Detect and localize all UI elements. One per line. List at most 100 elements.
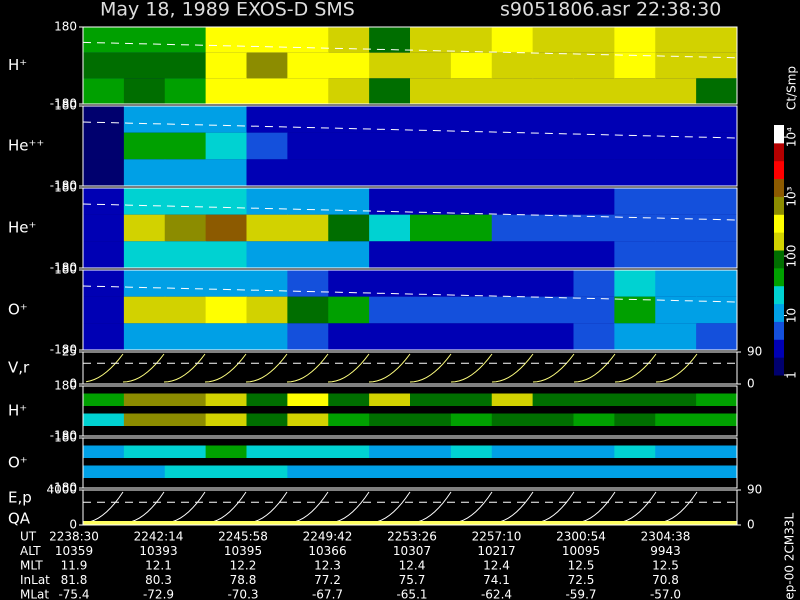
panel-background [83, 352, 737, 384]
colorbar-segment [774, 178, 784, 197]
y-tick-label: 180 [54, 431, 77, 445]
spectrogram-cell [532, 323, 574, 350]
spin-phase-trace [163, 353, 206, 383]
spectrogram-cell [83, 214, 125, 242]
spectrogram-cell [164, 270, 207, 297]
spectrogram-cell [614, 413, 656, 426]
spectrogram-cell [573, 159, 615, 186]
spectrogram-cell [205, 132, 247, 160]
spectrogram-cell [123, 159, 166, 186]
spectrogram-cell [205, 241, 247, 268]
spectrogram-cell [123, 27, 166, 53]
spectrogram-cell [410, 132, 452, 160]
spectrogram-cell [491, 78, 534, 104]
table-cell: 2249:42 [303, 530, 353, 544]
spin-phase-trace [245, 353, 288, 383]
table-cell: -67.7 [312, 588, 343, 600]
spectrogram-cell [573, 270, 615, 297]
panel-label: QA [8, 510, 31, 528]
spin-phase-trace [450, 353, 493, 383]
spectrogram-cell [246, 465, 288, 478]
spectrogram-cell [655, 241, 697, 268]
chart-subtitle: s9051806.asr 22:38:30 [500, 0, 721, 21]
spectrogram-cell [287, 132, 329, 160]
spectrogram-cell [123, 214, 166, 242]
spectrogram-cell [369, 159, 411, 186]
spectrogram-cell [614, 106, 656, 133]
panel-label: O⁺ [8, 301, 28, 319]
spectrogram-cell [614, 323, 656, 350]
spectrogram-cell [450, 270, 493, 297]
spectrogram-cell [246, 188, 288, 215]
spectrogram-cell [369, 132, 411, 160]
spectrogram-cell [246, 393, 288, 406]
spectrogram-cell [164, 27, 207, 53]
spectrogram-cell [410, 323, 452, 350]
spectrogram-cell [573, 296, 615, 324]
table-cell: -65.1 [396, 588, 427, 600]
table-cell: 10307 [393, 544, 431, 558]
spectrogram-cell [164, 465, 207, 478]
spectrogram-cell [655, 445, 697, 458]
table-cell: -70.3 [227, 588, 258, 600]
spectrogram-cell [205, 323, 247, 350]
spectrogram-cell [410, 270, 452, 297]
colorbar-tick-label: 1 [785, 371, 799, 379]
table-cell: 12.5 [568, 559, 595, 573]
spectrogram-cell [246, 214, 288, 242]
spectrogram-cell [532, 465, 574, 478]
spectrogram-cell [410, 78, 452, 104]
table-cell: 80.3 [145, 573, 172, 587]
spectrogram-cell [369, 323, 411, 350]
spectrogram-cell [655, 393, 697, 406]
spectrogram-cell [246, 78, 288, 104]
colorbar-segment [774, 196, 784, 215]
panel-label: He⁺⁺ [8, 137, 44, 155]
spectrogram-cell [83, 270, 125, 297]
spectrogram-cell [246, 445, 288, 458]
panel-frame [82, 489, 738, 526]
spectrogram-cell [287, 445, 329, 458]
spectrogram-cell [532, 413, 574, 426]
table-cell: 2300:54 [556, 530, 606, 544]
spectrogram-cell [369, 214, 411, 242]
spectrogram-cell [655, 465, 697, 478]
table-cell: 10095 [562, 544, 600, 558]
table-cell: 2304:38 [641, 530, 691, 544]
spectrogram-cell [696, 270, 738, 297]
spectrogram-cell [205, 465, 247, 478]
spectrogram-cell [83, 323, 125, 350]
spectrogram-cell [369, 106, 411, 133]
table-cell: 10366 [308, 544, 346, 558]
spin-phase-trace [122, 353, 165, 383]
spectrogram-cell [246, 296, 288, 324]
spectrogram-cell [287, 393, 329, 406]
y-tick-label: 0 [69, 518, 77, 532]
spectrogram-cell [287, 106, 329, 133]
spectrogram-cell [532, 241, 574, 268]
spectrogram-cell [83, 393, 125, 406]
spectrogram-cell [246, 132, 288, 160]
spectrogram-cell [614, 188, 656, 215]
spectrogram-cell [369, 241, 411, 268]
chart-title: May 18, 1989 EXOS-D SMS [100, 0, 355, 21]
spectrogram-cell [532, 188, 574, 215]
spectrogram-cell [696, 159, 738, 186]
y-tick-label: -180 [50, 481, 77, 495]
spectrogram-cell [369, 270, 411, 297]
spectrogram-cell [164, 132, 207, 160]
spectrogram-cell [532, 78, 574, 104]
spectrogram-cell [246, 27, 288, 53]
spectrogram-cell [246, 323, 288, 350]
y-tick-label: 180 [54, 99, 77, 113]
panel-frame [82, 105, 738, 187]
spectrogram-cell [287, 465, 329, 478]
table-cell: 12.3 [314, 559, 341, 573]
spectrogram-cell [450, 296, 493, 324]
colorbar-tick-label: 10 [785, 308, 799, 323]
spectrogram-cell [83, 465, 125, 478]
spectrogram-cell [369, 465, 411, 478]
spectrogram-cell [164, 393, 207, 406]
spectrogram-cell [287, 241, 329, 268]
spectrogram-cell [246, 159, 288, 186]
